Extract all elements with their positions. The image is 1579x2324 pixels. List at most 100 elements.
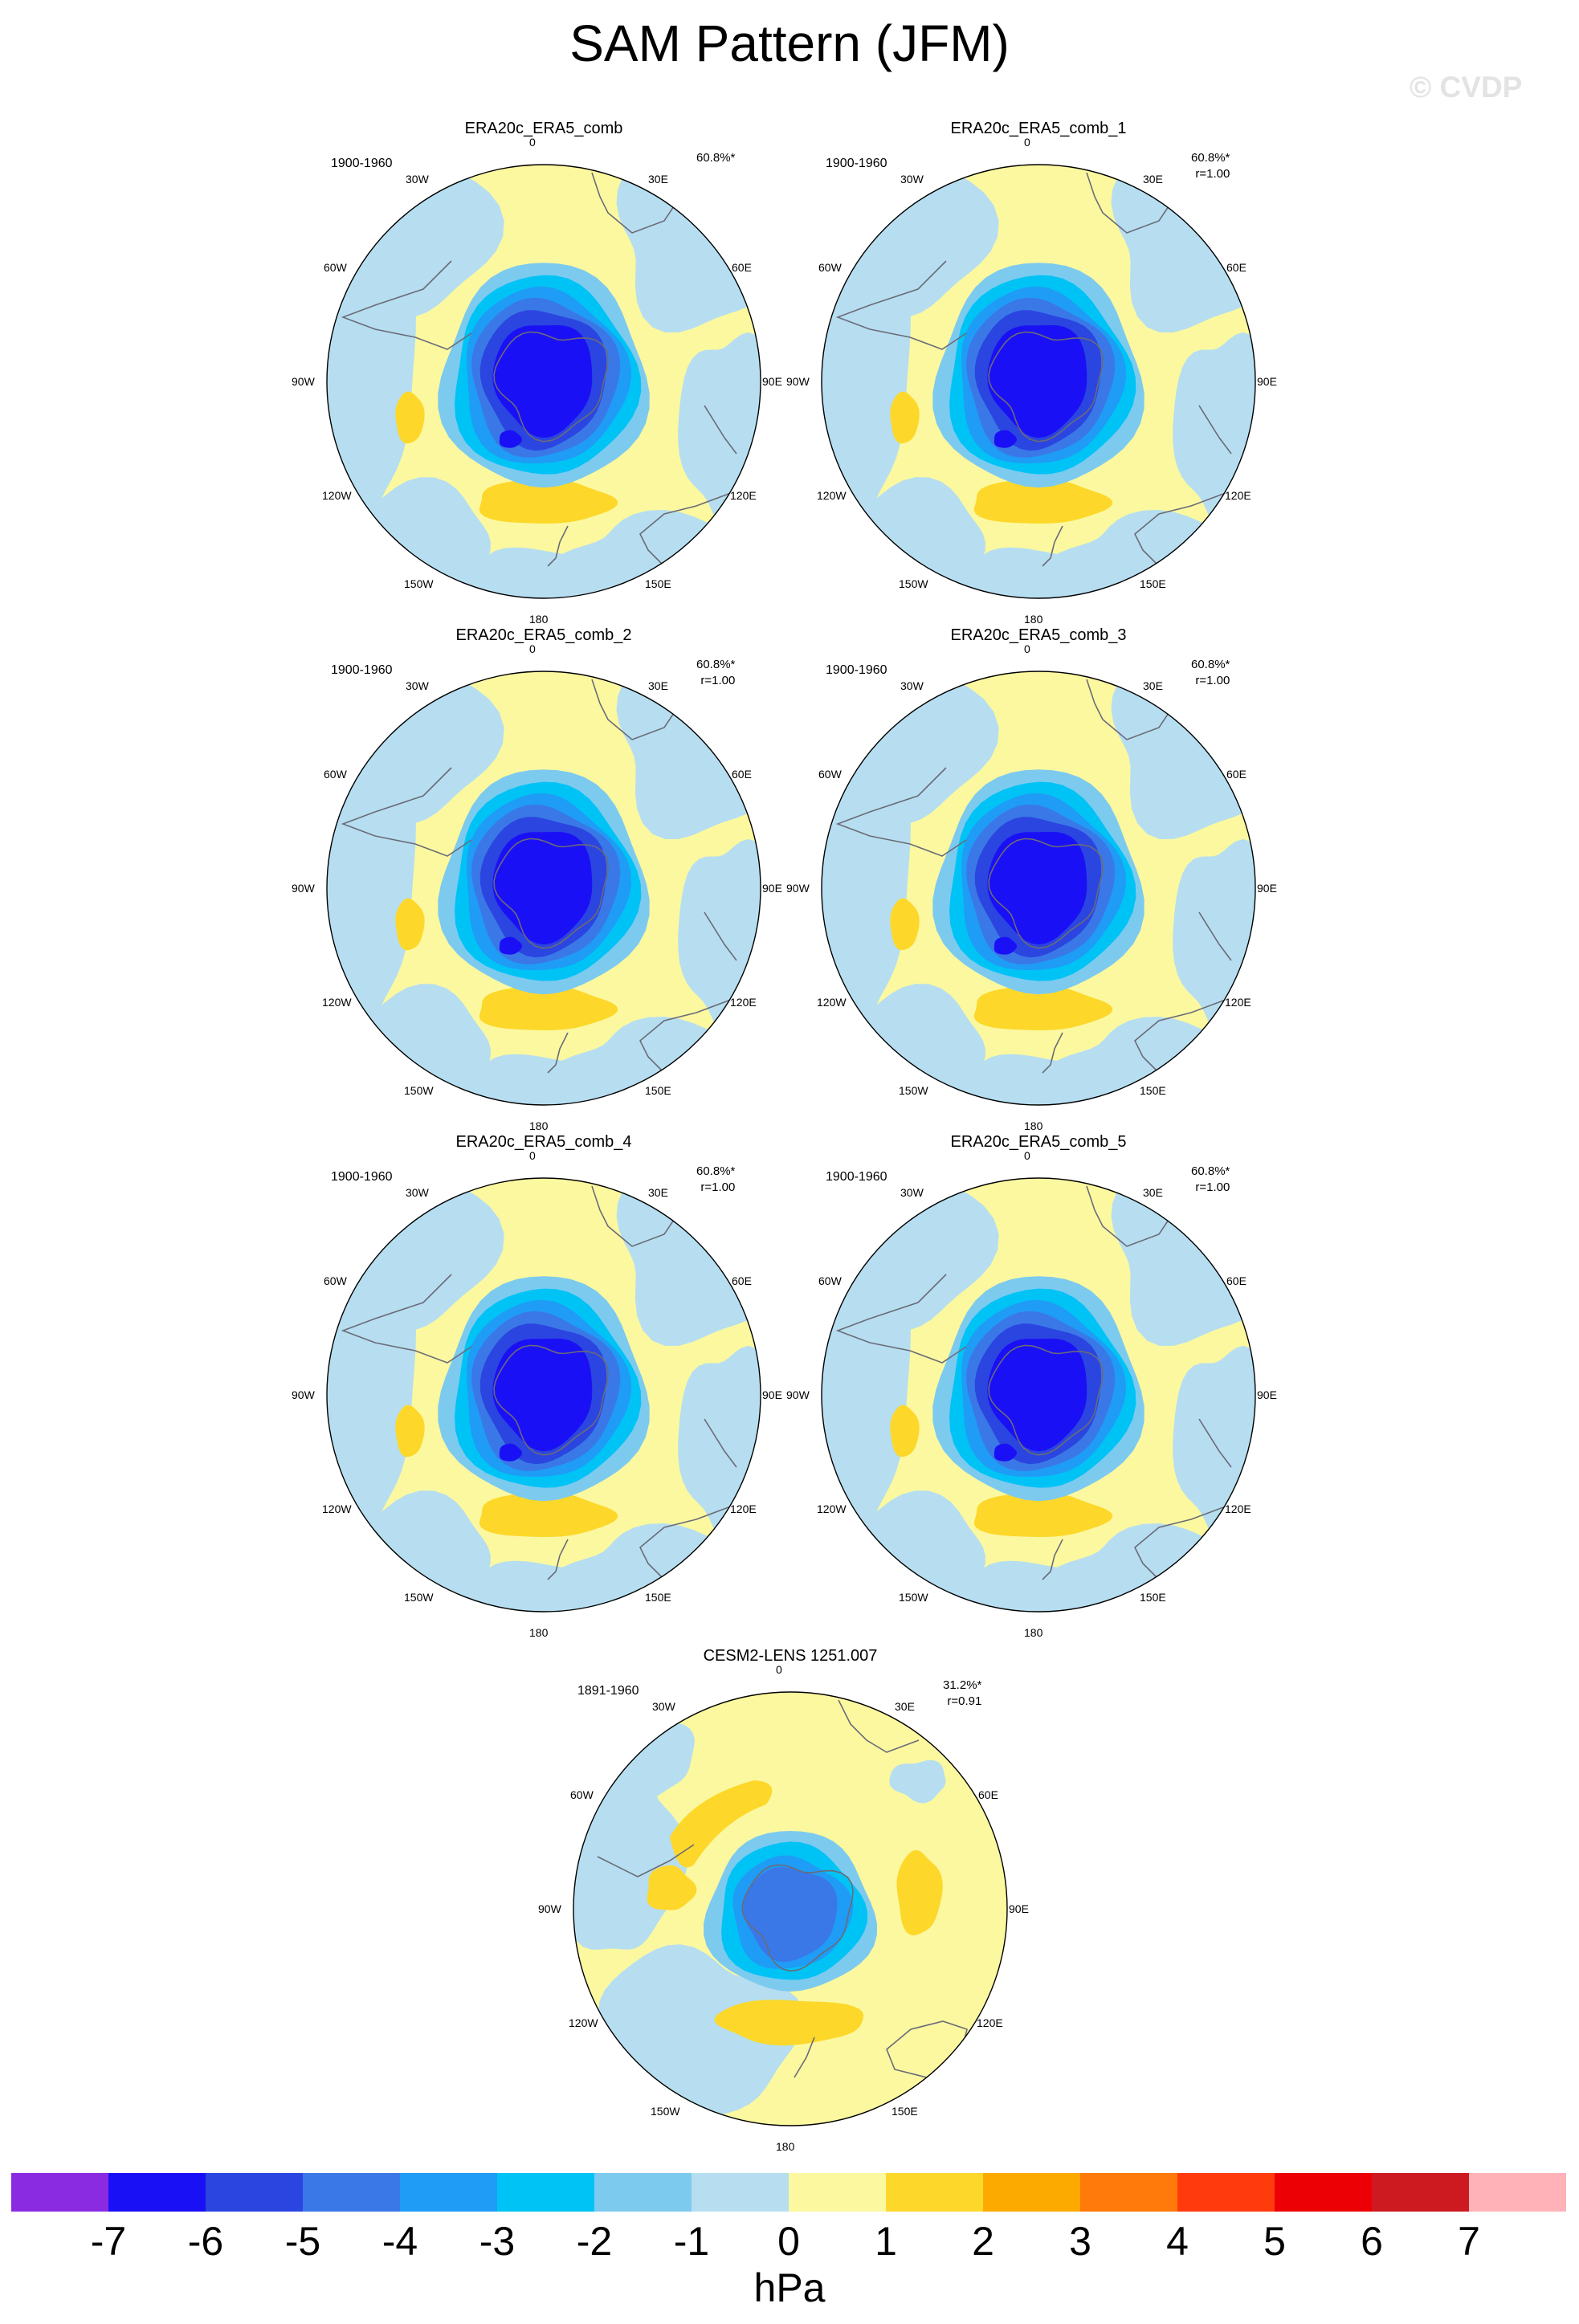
panel-period: 1900-1960 [826, 1170, 887, 1184]
longitude-label: 30W [406, 679, 429, 692]
panel-period: 1891-1960 [577, 1684, 639, 1698]
longitude-label: 180 [529, 613, 549, 626]
map-panel: ERA20c_ERA5_comb_4 1900-1960 60.8%* r=1.00 0… [292, 1133, 825, 1676]
colorbar-box [983, 2173, 1080, 2212]
watermark: © CVDP [1410, 71, 1523, 104]
colorbar-tick-label: 7 [1458, 2219, 1480, 2264]
longitude-label: 90W [292, 375, 315, 388]
colorbar-tick-label: 2 [972, 2219, 994, 2264]
longitude-label: 30E [1143, 173, 1163, 186]
polar-map [821, 1177, 1256, 1613]
longitude-label: 150W [899, 577, 928, 590]
longitude-label: 180 [529, 1626, 549, 1639]
longitude-label: 150W [404, 1084, 434, 1097]
colorbar-box [1275, 2173, 1372, 2212]
longitude-label: 180 [1024, 1626, 1043, 1639]
longitude-label: 120E [730, 1502, 757, 1515]
longitude-label: 150W [404, 577, 434, 590]
colorbar-tick-label: -1 [673, 2219, 710, 2264]
figure-title: SAM Pattern (JFM) [569, 14, 1010, 72]
longitude-label: 0 [1024, 1149, 1030, 1162]
longitude-label: 30E [648, 1186, 668, 1199]
longitude-label: 90E [1257, 1388, 1277, 1401]
longitude-label: 90E [762, 882, 782, 895]
panel-pattern-correlation: r=1.00 [1195, 167, 1230, 181]
longitude-label: 60E [732, 261, 752, 274]
longitude-label: 90W [786, 1388, 810, 1401]
longitude-label: 150E [892, 2105, 918, 2118]
map-panel: ERA20c_ERA5_comb_2 1900-1960 60.8%* r=1.00 0… [292, 626, 825, 1169]
colorbar-box [692, 2173, 789, 2212]
colorbar-box [1177, 2173, 1275, 2212]
longitude-label: 60E [732, 1274, 752, 1287]
map-panel: CESM2-LENS 1251.007 1891-1960 31.2%* r=0.91… [538, 1647, 1071, 2190]
panel-period: 1900-1960 [826, 663, 887, 677]
colorbar-labels: -7 -6 -5 -4 -3 -2 -1 0 1 2 3 4 5 6 7 [11, 2218, 1566, 2266]
longitude-label: 120W [322, 1502, 352, 1515]
colorbar-tick-label: 5 [1263, 2219, 1286, 2264]
colorbar [11, 2173, 1566, 2212]
panel-pattern-correlation: r=1.00 [700, 1180, 736, 1194]
longitude-label: 90W [292, 1388, 315, 1401]
colorbar-box [1469, 2173, 1566, 2212]
longitude-label: 60W [570, 1788, 594, 1801]
polar-map [326, 671, 761, 1106]
polar-map [573, 1691, 1008, 2126]
longitude-label: 150E [645, 1084, 671, 1097]
longitude-label: 30E [648, 173, 668, 186]
longitude-label: 150E [1140, 1084, 1166, 1097]
panel-title: ERA20c_ERA5_comb_2 [455, 626, 632, 644]
map-panel: ERA20c_ERA5_comb_1 1900-1960 60.8%* r=1.00 0… [786, 120, 1320, 663]
longitude-label: 30W [652, 1700, 675, 1713]
longitude-label: 120E [1225, 996, 1251, 1009]
colorbar-box [108, 2173, 206, 2212]
panel-pattern-correlation: r=1.00 [1195, 674, 1230, 687]
colorbar-tick-label: -2 [576, 2219, 613, 2264]
longitude-label: 0 [1024, 642, 1030, 655]
longitude-label: 150E [1140, 577, 1166, 590]
longitude-label: 180 [529, 1119, 549, 1132]
panel-title: ERA20c_ERA5_comb_3 [950, 626, 1127, 644]
colorbar-tick-label: -6 [187, 2219, 224, 2264]
longitude-label: 120W [322, 996, 352, 1009]
longitude-label: 30E [1143, 1186, 1163, 1199]
longitude-label: 150E [1140, 1591, 1166, 1604]
colorbar-box [1372, 2173, 1469, 2212]
longitude-label: 0 [529, 1149, 536, 1162]
longitude-label: 90E [1257, 375, 1277, 388]
colorbar-tick-label: -3 [479, 2219, 516, 2264]
longitude-label: 90W [786, 882, 810, 895]
longitude-label: 60E [732, 768, 752, 781]
colorbar-tick-label: 4 [1166, 2219, 1189, 2264]
panel-pattern-correlation: r=1.00 [1195, 1180, 1230, 1194]
longitude-label: 60W [818, 261, 842, 274]
longitude-label: 0 [529, 136, 536, 149]
panel-title: CESM2-LENS 1251.007 [703, 1647, 878, 1665]
longitude-label: 120W [569, 2016, 598, 2029]
map-panel: ERA20c_ERA5_comb_3 1900-1960 60.8%* r=1.00 0… [786, 626, 1320, 1169]
longitude-label: 150E [645, 1591, 671, 1604]
panel-title: ERA20c_ERA5_comb_4 [455, 1133, 632, 1151]
longitude-label: 30W [900, 173, 924, 186]
colorbar-box [1080, 2173, 1177, 2212]
colorbar-box [497, 2173, 594, 2212]
longitude-label: 120E [730, 489, 757, 502]
longitude-label: 60W [324, 261, 347, 274]
panel-title: ERA20c_ERA5_comb_1 [950, 120, 1127, 137]
colorbar-tick-label: -4 [381, 2219, 418, 2264]
polar-map [326, 1177, 761, 1613]
longitude-label: 90W [786, 375, 810, 388]
longitude-label: 30W [900, 679, 924, 692]
longitude-label: 0 [776, 1663, 782, 1676]
panel-variance-pct: 31.2%* [943, 1678, 982, 1692]
panel-title: ERA20c_ERA5_comb_5 [950, 1133, 1127, 1151]
longitude-label: 90E [1257, 882, 1277, 895]
panel-period: 1900-1960 [331, 1170, 393, 1184]
longitude-label: 30W [406, 173, 429, 186]
map-panel: ERA20c_ERA5_comb_5 1900-1960 60.8%* r=1.00 0… [786, 1133, 1320, 1676]
longitude-label: 60W [324, 768, 347, 781]
longitude-label: 120W [817, 489, 847, 502]
polar-map [821, 671, 1256, 1106]
longitude-label: 150E [645, 577, 671, 590]
colorbar-box [206, 2173, 303, 2212]
